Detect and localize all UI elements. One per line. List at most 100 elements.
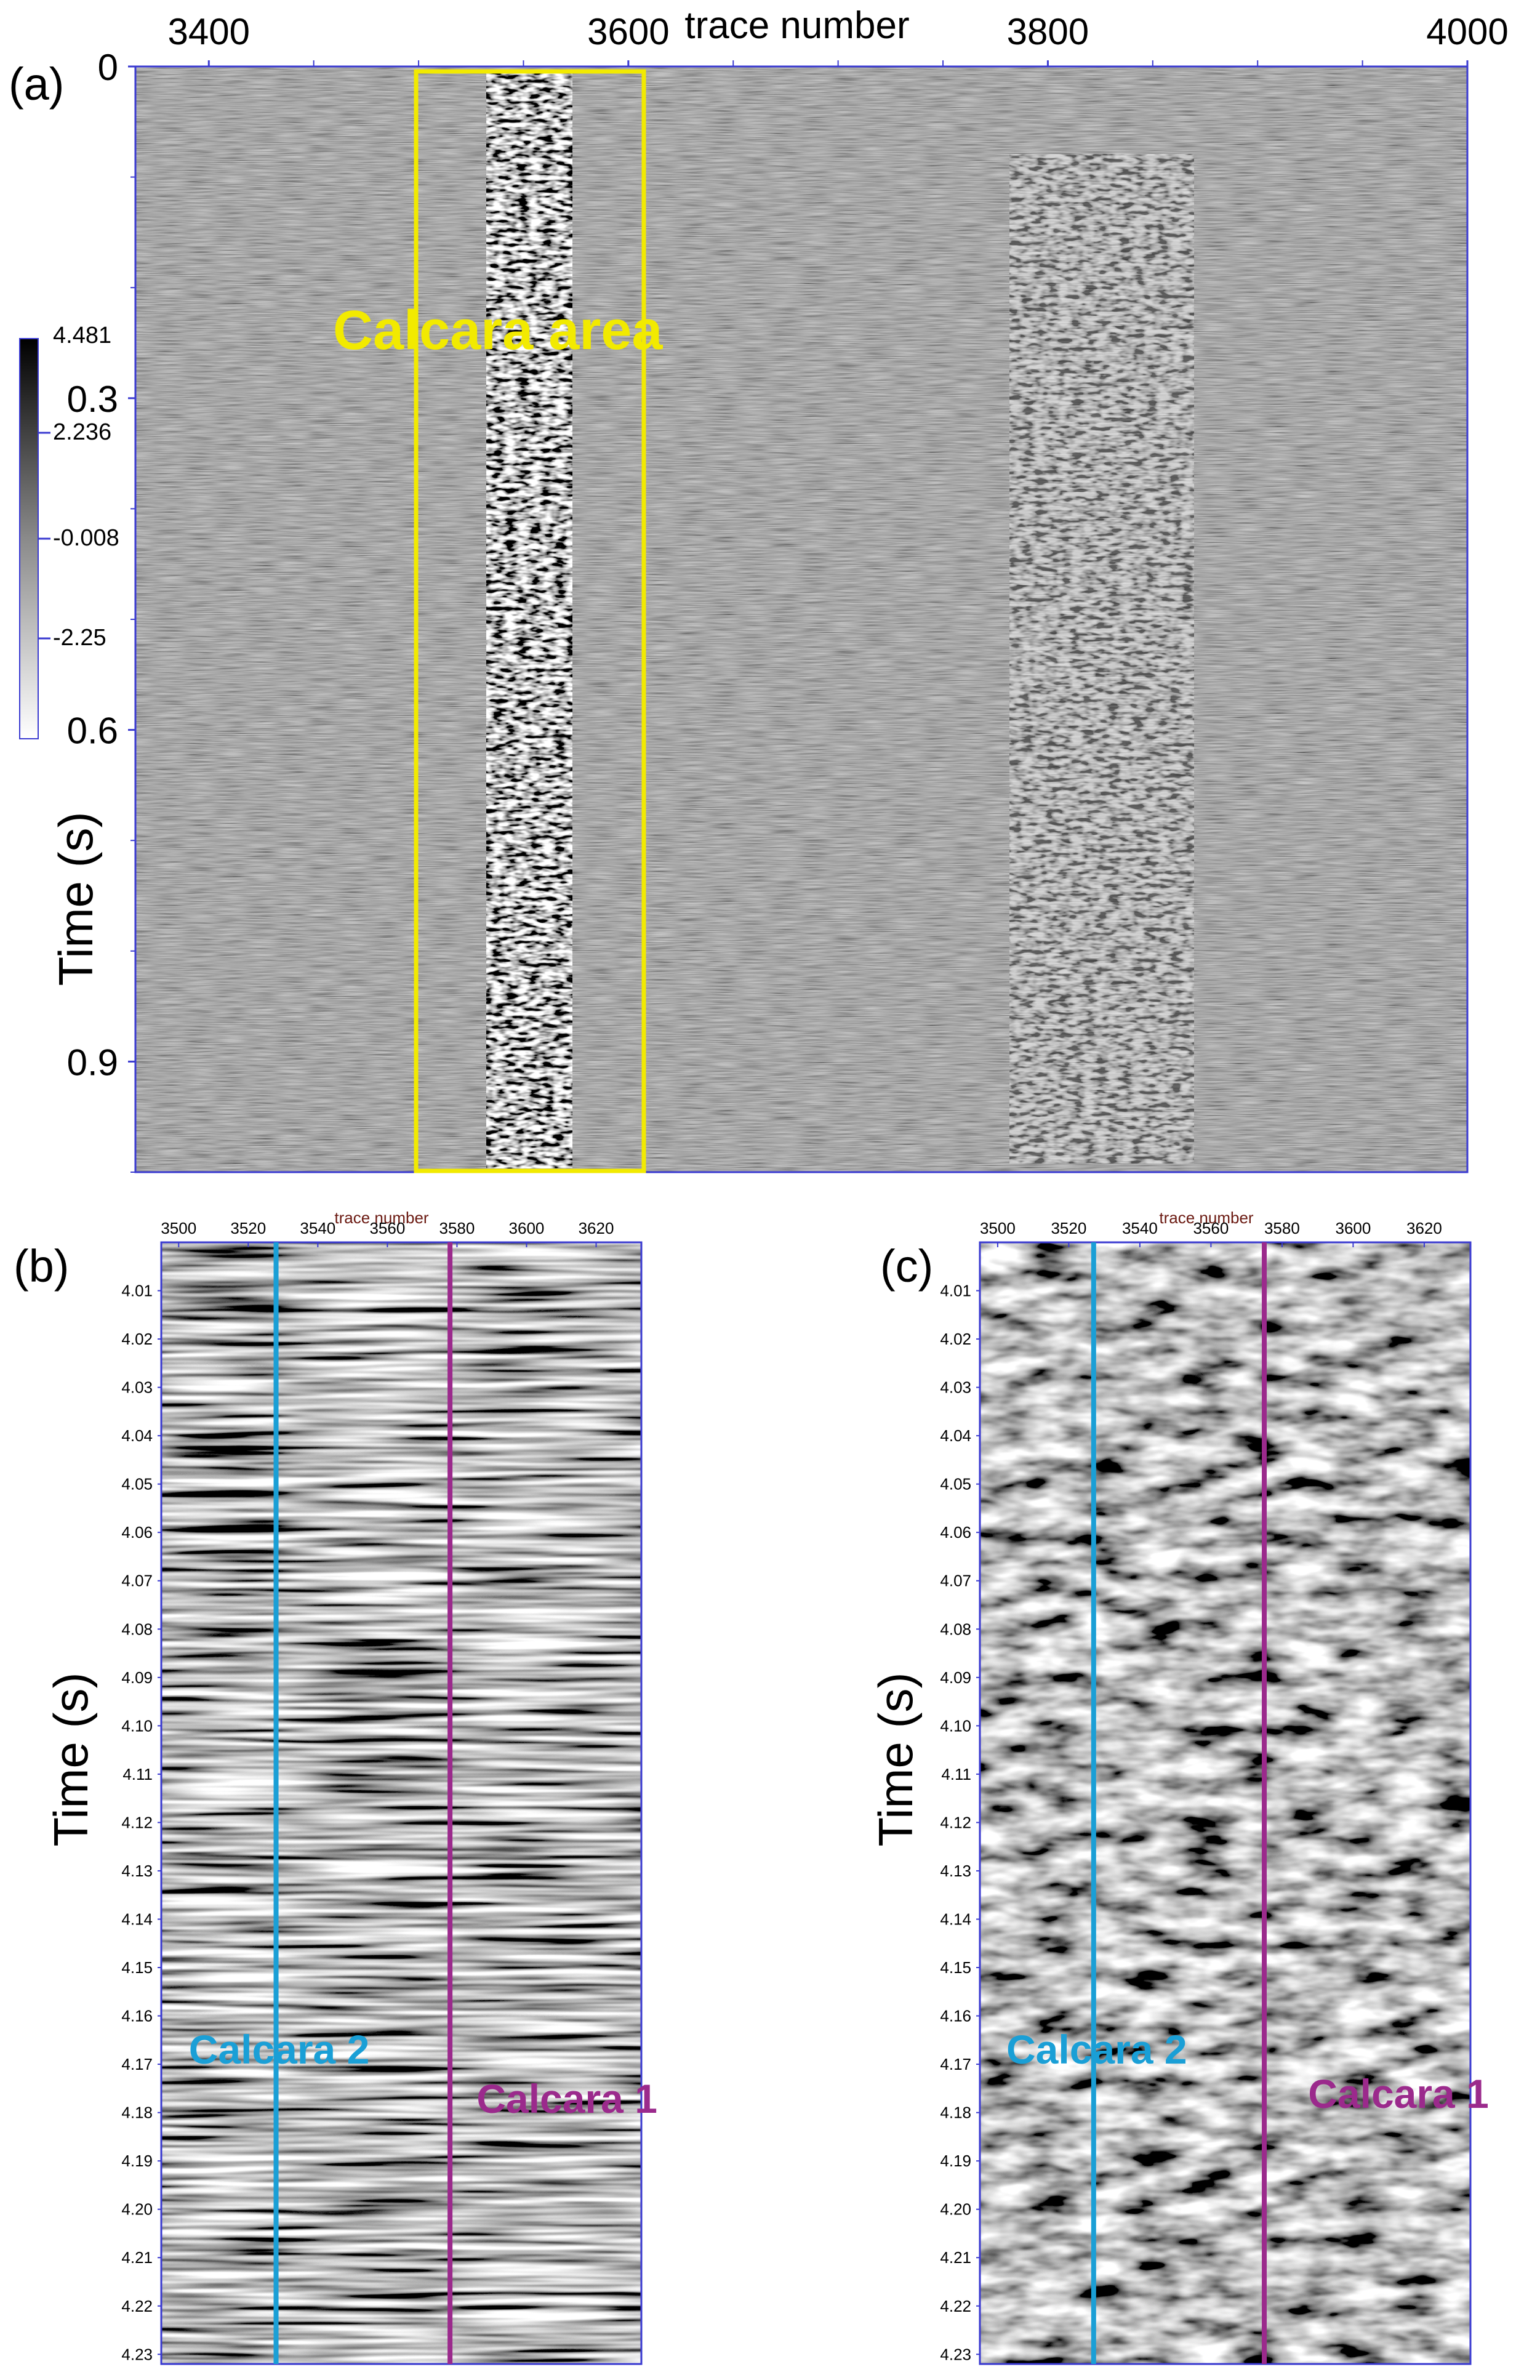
y-tick-label: 4.03 <box>121 1378 153 1397</box>
y-tick-label: 4.13 <box>940 1862 971 1880</box>
panel-b-x-axis: 3500 3520 3540 3560 3580 3600 3620 <box>161 1219 614 1247</box>
y-tick-label: 4.14 <box>121 1910 153 1928</box>
x-tick-label: 3620 <box>579 1219 614 1237</box>
y-tick-label: 4.13 <box>121 1862 153 1880</box>
x-tick-label: 3520 <box>230 1219 266 1237</box>
y-tick-label: 4.22 <box>940 2297 971 2315</box>
panel-c-y-axis: 4.01 4.02 4.03 4.04 4.05 4.06 4.07 4.08 4.09 4.10… <box>940 1282 980 2363</box>
y-tick-label: 4.08 <box>940 1620 971 1638</box>
y-tick-label: 4.03 <box>940 1378 971 1397</box>
x-tick-label: 3500 <box>980 1219 1016 1237</box>
panel-a-y-axis: 0 0.3 0.6 0.9 <box>67 47 135 1173</box>
colorbar: 4.481 2.236 -0.008 -2.25 <box>19 323 119 739</box>
reflector-band <box>486 73 572 1168</box>
colorbar-tick: -0.008 <box>53 525 119 551</box>
y-tick-label: 4.21 <box>940 2248 971 2267</box>
y-tick-label: 4.10 <box>940 1716 971 1735</box>
y-tick-label: 4.15 <box>940 1958 971 1977</box>
x-tick-label: 3520 <box>1051 1219 1086 1237</box>
calcara-marker-label: Calcara 2 <box>1006 2027 1187 2072</box>
y-tick-label: 4.19 <box>121 2152 153 2170</box>
y-tick-label: 4.11 <box>122 1765 153 1783</box>
y-tick-label: 0.3 <box>67 379 118 420</box>
panel-a-x-axis: 3400 3600 3800 4000 <box>168 11 1509 66</box>
x-tick-label: 3600 <box>587 11 669 52</box>
panel-b-marker-lines: Calcara 2 Calcara 1 <box>189 1242 657 2364</box>
y-tick-label: 4.09 <box>121 1668 153 1687</box>
x-tick-label: 3580 <box>1264 1219 1300 1237</box>
x-tick-label: 3540 <box>1122 1219 1158 1237</box>
y-tick-label: 4.22 <box>121 2297 153 2315</box>
panel-c-xlabel: trace number <box>1159 1208 1254 1227</box>
x-tick-label: 3620 <box>1406 1219 1442 1237</box>
colorbar-tick: 2.236 <box>53 419 111 445</box>
y-tick-label: 4.17 <box>940 2055 971 2073</box>
calcara-marker-label: Calcara 2 <box>189 2027 370 2072</box>
panel-b-frame <box>160 1241 643 2365</box>
y-tick-label: 4.04 <box>940 1426 971 1445</box>
y-tick-label: 4.12 <box>121 1813 153 1831</box>
y-tick-label: 4.20 <box>940 2200 971 2219</box>
y-tick-label: 4.16 <box>121 2007 153 2025</box>
y-tick-label: 4.01 <box>940 1282 971 1300</box>
panel-b-label: (b) <box>14 1240 69 1292</box>
panel-c-label: (c) <box>880 1240 933 1292</box>
calcara-area-label: Calcara area <box>333 300 663 361</box>
y-tick-label: 4.05 <box>121 1475 153 1494</box>
y-tick-label: 4.11 <box>941 1765 971 1783</box>
x-tick-label: 3800 <box>1007 11 1089 52</box>
y-tick-label: 4.08 <box>121 1620 153 1638</box>
y-tick-label: 4.02 <box>940 1330 971 1348</box>
panel-b-y-axis: 4.01 4.02 4.03 4.04 4.05 4.06 4.07 4.08 4.09 4.10… <box>121 1282 161 2363</box>
x-tick-label: 3500 <box>161 1219 196 1237</box>
y-tick-label: 4.23 <box>121 2345 153 2363</box>
panel-a: (a) 3400 3600 3800 4000 trace number 0 0.3 0.… <box>9 4 1509 1173</box>
x-tick-label: 3560 <box>1193 1219 1229 1237</box>
y-tick-label: 4.18 <box>940 2104 971 2122</box>
x-tick-label: 3580 <box>439 1219 475 1237</box>
y-tick-label: 4.02 <box>121 1330 153 1348</box>
y-tick-label: 4.23 <box>940 2345 971 2363</box>
y-tick-label: 4.14 <box>940 1910 971 1928</box>
y-tick-label: 4.12 <box>940 1813 971 1831</box>
panel-a-image-texture <box>135 66 1467 1172</box>
panel-c-x-axis: 3500 3520 3540 3560 3580 3600 3620 <box>980 1219 1442 1247</box>
y-tick-label: 4.21 <box>121 2248 153 2267</box>
diffraction-zone <box>1009 154 1194 1164</box>
y-tick-label: 4.09 <box>940 1668 971 1687</box>
calcara-marker-label: Calcara 1 <box>476 2076 657 2121</box>
y-tick-label: 4.06 <box>940 1523 971 1542</box>
colorbar-tick: -2.25 <box>53 625 106 651</box>
x-tick-label: 3600 <box>509 1219 545 1237</box>
panel-b-xlabel: trace number <box>334 1208 429 1227</box>
colorbar-ramp <box>19 338 39 739</box>
panel-b-image-texture <box>161 1242 641 2364</box>
x-tick-label: 4000 <box>1426 11 1508 52</box>
panel-c: (c) trace number 3500 3520 3540 3560 3580 360… <box>868 1208 1489 2365</box>
y-tick-label: 4.15 <box>121 1958 153 1977</box>
y-tick-label: 4.19 <box>940 2152 971 2170</box>
panel-b: (b) trace number 3500 3520 3540 3560 3580 360… <box>14 1208 657 2365</box>
x-tick-label: 3600 <box>1335 1219 1371 1237</box>
y-tick-label: 4.04 <box>121 1426 153 1445</box>
colorbar-tick: 4.481 <box>53 323 111 348</box>
y-tick-label: 0.6 <box>67 710 118 752</box>
y-tick-label: 4.10 <box>121 1716 153 1735</box>
x-tick-label: 3560 <box>369 1219 405 1237</box>
y-tick-label: 4.16 <box>940 2007 971 2025</box>
y-tick-label: 0.9 <box>67 1042 118 1083</box>
panel-a-ylabel: Time (s) <box>49 811 103 986</box>
y-tick-label: 4.06 <box>121 1523 153 1542</box>
y-tick-label: 4.01 <box>121 1282 153 1300</box>
panel-c-ylabel: Time (s) <box>868 1672 923 1846</box>
panel-c-frame <box>979 1241 1472 2365</box>
y-tick-label: 4.17 <box>121 2055 153 2073</box>
panel-c-image-texture <box>980 1242 1470 2364</box>
calcara-marker-label: Calcara 1 <box>1308 2071 1489 2117</box>
calcara-area-box <box>414 69 646 1173</box>
y-tick-label: 4.07 <box>121 1572 153 1590</box>
y-tick-label: 4.18 <box>121 2104 153 2122</box>
y-tick-label: 0 <box>98 47 118 88</box>
panel-a-label: (a) <box>9 58 64 110</box>
